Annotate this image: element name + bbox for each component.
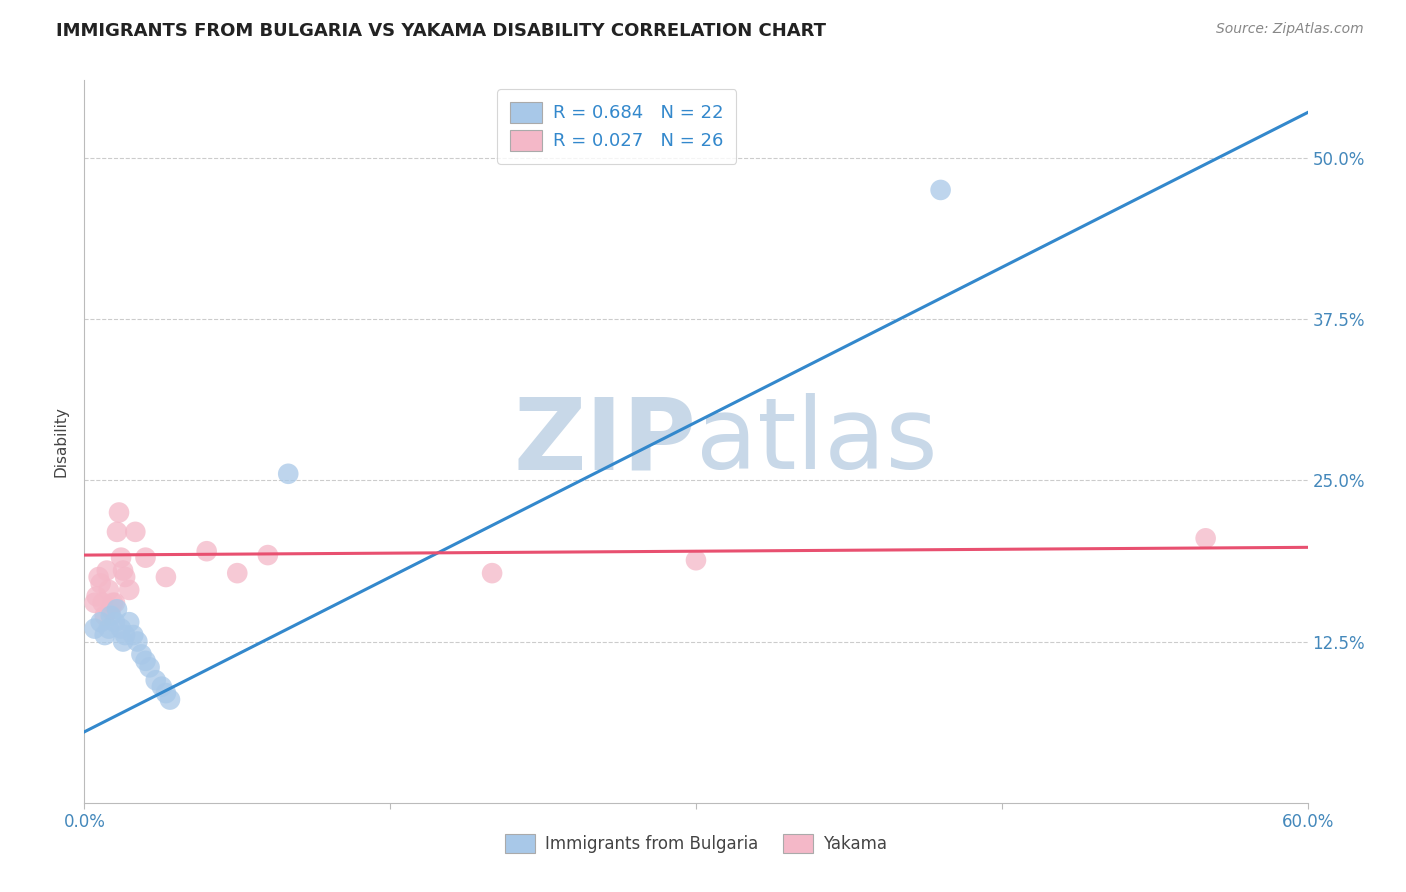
Point	[83, 622, 105, 636]
Text: atlas: atlas	[696, 393, 938, 490]
Point	[91, 596, 114, 610]
Point	[118, 582, 141, 597]
Point	[104, 615, 127, 630]
Point	[127, 634, 149, 648]
Text: Source: ZipAtlas.com: Source: ZipAtlas.com	[1216, 22, 1364, 37]
Point	[122, 628, 145, 642]
Point	[97, 622, 120, 636]
Point	[100, 602, 122, 616]
Point	[159, 692, 181, 706]
Point	[195, 544, 218, 558]
Point	[114, 570, 136, 584]
Legend: Immigrants from Bulgaria, Yakama: Immigrants from Bulgaria, Yakama	[498, 827, 894, 860]
Point	[104, 596, 127, 610]
Point	[97, 582, 120, 597]
Text: ZIP: ZIP	[513, 393, 696, 490]
Point	[90, 576, 112, 591]
Point	[105, 524, 128, 539]
Point	[114, 628, 136, 642]
Point	[90, 615, 112, 630]
Point	[110, 550, 132, 565]
Point	[93, 608, 115, 623]
Point	[257, 548, 280, 562]
Point	[110, 622, 132, 636]
Point	[226, 566, 249, 581]
Point	[100, 608, 122, 623]
Point	[135, 550, 157, 565]
Point	[87, 570, 110, 584]
Point	[124, 524, 146, 539]
Point	[138, 660, 160, 674]
Point	[685, 553, 707, 567]
Point	[105, 602, 128, 616]
Point	[83, 596, 105, 610]
Point	[108, 506, 131, 520]
Point	[86, 590, 108, 604]
Point	[145, 673, 167, 688]
Point	[118, 615, 141, 630]
Point	[277, 467, 299, 481]
Point	[481, 566, 503, 581]
Point	[112, 564, 135, 578]
Point	[929, 183, 952, 197]
Point	[96, 564, 118, 578]
Text: IMMIGRANTS FROM BULGARIA VS YAKAMA DISABILITY CORRELATION CHART: IMMIGRANTS FROM BULGARIA VS YAKAMA DISAB…	[56, 22, 827, 40]
Point	[131, 648, 153, 662]
Point	[155, 570, 177, 584]
Point	[135, 654, 157, 668]
Point	[101, 596, 124, 610]
Y-axis label: Disability: Disability	[53, 406, 69, 477]
Point	[112, 634, 135, 648]
Point	[93, 628, 115, 642]
Point	[155, 686, 177, 700]
Point	[150, 680, 173, 694]
Point	[1195, 531, 1218, 545]
